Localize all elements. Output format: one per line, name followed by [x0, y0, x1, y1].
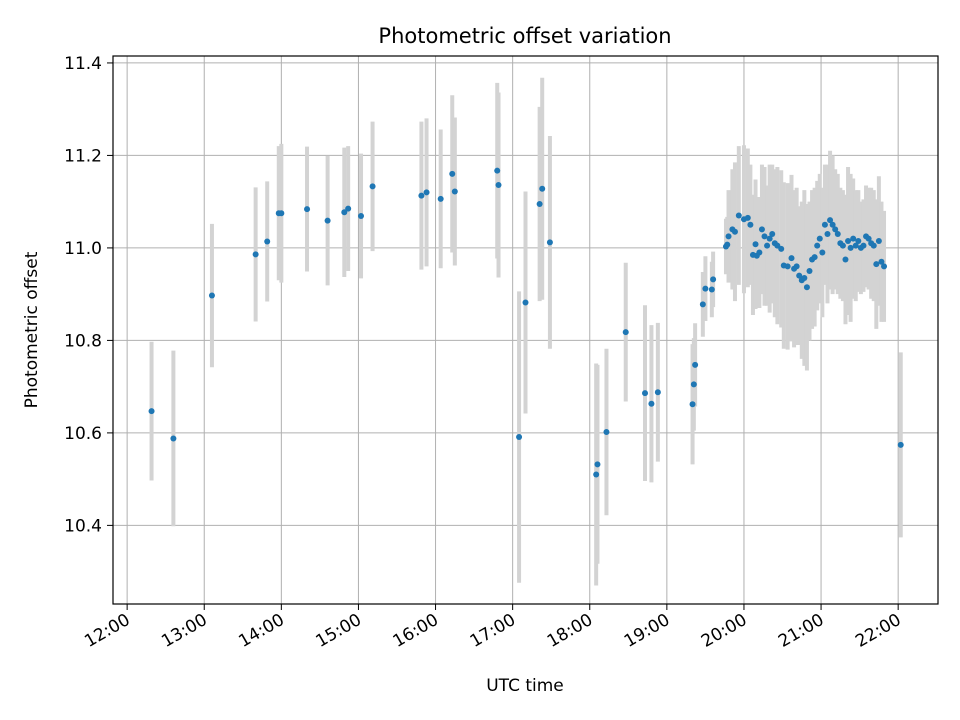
data-point: [437, 195, 444, 202]
data-point: [594, 461, 601, 468]
y-tick-label: 10.6: [64, 424, 102, 444]
data-point: [724, 241, 731, 248]
data-point: [758, 226, 765, 233]
data-point: [648, 400, 655, 407]
data-point: [806, 268, 813, 275]
data-point: [870, 242, 877, 249]
data-point: [603, 428, 610, 435]
data-point: [819, 249, 826, 256]
data-point: [793, 263, 800, 270]
y-axis: 10.4 10.6 10.8 11.0 11.2 11.4: [64, 54, 113, 536]
data-point: [699, 301, 706, 308]
data-point: [341, 209, 348, 216]
data-point: [847, 244, 854, 251]
data-point: [252, 251, 259, 258]
data-point: [358, 213, 365, 220]
data-point: [423, 189, 430, 196]
data-point: [522, 299, 529, 306]
data-point: [788, 255, 795, 262]
data-point: [855, 237, 862, 244]
data-point: [418, 192, 425, 199]
data-point: [702, 285, 709, 292]
data-point: [642, 390, 649, 397]
data-point: [778, 245, 785, 252]
data-point: [873, 261, 880, 268]
data-point: [278, 210, 285, 217]
y-tick-label: 11.0: [64, 239, 102, 259]
data-point: [170, 435, 177, 442]
data-point: [842, 256, 849, 263]
data-point: [852, 242, 859, 249]
data-point: [845, 237, 852, 244]
x-axis-label: UTC time: [486, 676, 564, 696]
data-point: [345, 205, 352, 212]
data-point: [369, 183, 376, 190]
data-point: [801, 274, 808, 281]
data-point: [832, 226, 839, 233]
data-point: [516, 434, 523, 441]
data-point: [764, 242, 771, 249]
data-points: [148, 167, 904, 478]
data-point: [495, 182, 502, 189]
chart-title: Photometric offset variation: [378, 24, 671, 48]
data-point: [827, 217, 834, 224]
data-point: [784, 263, 791, 270]
data-point: [811, 254, 818, 261]
y-tick-label: 10.8: [64, 331, 102, 351]
data-point: [803, 284, 810, 291]
data-point: [747, 221, 754, 228]
data-point: [796, 272, 803, 279]
data-point: [692, 361, 699, 368]
data-point: [208, 292, 215, 299]
data-point: [451, 188, 458, 195]
y-tick-label: 11.4: [64, 54, 102, 74]
data-point: [622, 329, 629, 336]
data-point: [761, 233, 768, 240]
data-point: [814, 242, 821, 249]
data-point: [546, 239, 553, 246]
y-tick-label: 11.2: [64, 146, 102, 166]
data-point: [881, 263, 888, 270]
data-point: [148, 408, 155, 415]
data-point: [324, 217, 331, 224]
y-tick-label: 10.4: [64, 516, 102, 536]
data-point: [824, 231, 831, 238]
data-point: [860, 242, 867, 249]
data-point: [593, 471, 600, 478]
data-point: [769, 231, 776, 238]
data-point: [725, 233, 732, 240]
data-point: [897, 441, 904, 448]
data-point: [536, 200, 543, 207]
data-point: [752, 241, 759, 248]
data-point: [304, 206, 311, 213]
data-point: [708, 286, 715, 293]
data-point: [710, 276, 717, 283]
data-point: [654, 389, 661, 396]
data-point: [816, 235, 823, 242]
data-point: [865, 235, 872, 242]
data-point: [850, 235, 857, 242]
data-point: [264, 238, 271, 245]
y-axis-label: Photometric offset: [22, 251, 42, 408]
data-point: [829, 221, 836, 228]
data-point: [494, 167, 501, 174]
data-point: [821, 221, 828, 228]
data-point: [539, 185, 546, 192]
data-point: [878, 258, 885, 265]
data-point: [834, 231, 841, 238]
data-point: [839, 242, 846, 249]
data-point: [449, 170, 456, 177]
data-point: [756, 249, 763, 256]
data-point: [744, 214, 751, 221]
data-point: [875, 237, 882, 244]
plot-frame: [112, 55, 939, 605]
data-point: [735, 212, 742, 219]
data-point: [689, 401, 696, 408]
data-point: [731, 228, 738, 235]
data-point: [690, 381, 697, 388]
data-point: [766, 235, 773, 242]
